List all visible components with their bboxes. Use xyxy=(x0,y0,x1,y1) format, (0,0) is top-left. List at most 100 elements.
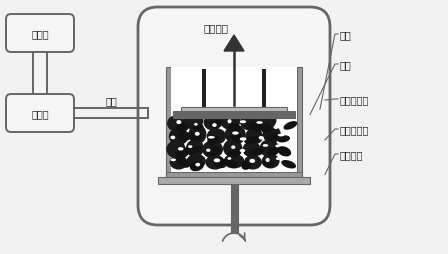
Ellipse shape xyxy=(220,111,241,130)
Ellipse shape xyxy=(203,115,222,131)
Ellipse shape xyxy=(176,123,189,132)
Ellipse shape xyxy=(214,158,227,168)
Ellipse shape xyxy=(186,154,206,169)
Ellipse shape xyxy=(169,155,188,170)
Ellipse shape xyxy=(225,125,246,144)
Ellipse shape xyxy=(171,136,175,140)
Ellipse shape xyxy=(244,155,262,170)
Text: 碳化硅容器: 碳化硅容器 xyxy=(340,95,369,105)
Ellipse shape xyxy=(232,132,239,135)
Ellipse shape xyxy=(169,128,188,146)
Text: 碳化硅颗粒: 碳化硅颗粒 xyxy=(340,124,369,134)
Text: 波导: 波导 xyxy=(105,96,117,106)
Ellipse shape xyxy=(228,157,231,160)
Ellipse shape xyxy=(188,147,201,154)
Ellipse shape xyxy=(189,125,207,144)
Ellipse shape xyxy=(229,123,240,132)
Ellipse shape xyxy=(258,136,263,140)
Bar xyxy=(166,172,302,177)
Text: 环形器: 环形器 xyxy=(31,108,49,119)
Ellipse shape xyxy=(207,147,220,156)
Ellipse shape xyxy=(240,121,246,124)
Ellipse shape xyxy=(208,136,215,139)
Ellipse shape xyxy=(206,149,211,152)
Ellipse shape xyxy=(260,124,272,133)
Bar xyxy=(33,53,47,95)
Ellipse shape xyxy=(205,155,225,170)
Ellipse shape xyxy=(284,122,297,130)
Text: 红外测温: 红外测温 xyxy=(203,23,228,33)
Ellipse shape xyxy=(256,122,263,124)
Ellipse shape xyxy=(209,120,223,129)
Ellipse shape xyxy=(259,140,279,157)
Ellipse shape xyxy=(212,124,217,128)
Ellipse shape xyxy=(186,140,204,157)
Ellipse shape xyxy=(171,159,176,162)
Ellipse shape xyxy=(166,141,186,158)
Ellipse shape xyxy=(214,159,220,163)
Ellipse shape xyxy=(195,163,200,167)
Ellipse shape xyxy=(190,132,202,141)
Ellipse shape xyxy=(177,159,190,168)
FancyBboxPatch shape xyxy=(138,8,330,225)
Ellipse shape xyxy=(228,120,232,124)
Ellipse shape xyxy=(277,136,290,143)
Ellipse shape xyxy=(273,126,279,130)
Ellipse shape xyxy=(227,150,241,158)
Ellipse shape xyxy=(202,141,223,158)
Ellipse shape xyxy=(178,148,184,151)
Ellipse shape xyxy=(177,121,181,125)
Ellipse shape xyxy=(262,154,280,169)
Ellipse shape xyxy=(207,129,226,145)
Ellipse shape xyxy=(240,138,246,141)
Ellipse shape xyxy=(195,132,200,136)
Bar xyxy=(181,108,287,112)
Ellipse shape xyxy=(277,147,291,157)
Polygon shape xyxy=(224,36,244,52)
Ellipse shape xyxy=(193,124,203,132)
Ellipse shape xyxy=(263,126,281,144)
Ellipse shape xyxy=(249,149,264,156)
Ellipse shape xyxy=(225,160,237,168)
Ellipse shape xyxy=(240,149,245,153)
Ellipse shape xyxy=(230,132,244,144)
Ellipse shape xyxy=(207,136,219,145)
Ellipse shape xyxy=(240,115,258,131)
Ellipse shape xyxy=(257,112,276,130)
Ellipse shape xyxy=(267,134,278,142)
Ellipse shape xyxy=(266,158,270,162)
FancyBboxPatch shape xyxy=(6,15,74,53)
Bar xyxy=(173,112,295,119)
Ellipse shape xyxy=(249,122,264,132)
Ellipse shape xyxy=(188,146,192,148)
Ellipse shape xyxy=(224,154,245,169)
Ellipse shape xyxy=(241,161,252,170)
Bar xyxy=(231,177,237,233)
Bar xyxy=(171,68,297,172)
Ellipse shape xyxy=(231,146,235,149)
Ellipse shape xyxy=(250,159,255,163)
Ellipse shape xyxy=(276,157,280,160)
Ellipse shape xyxy=(194,123,198,126)
Ellipse shape xyxy=(281,160,296,169)
Text: 硅片: 硅片 xyxy=(340,60,352,70)
Ellipse shape xyxy=(276,145,279,148)
Ellipse shape xyxy=(167,116,185,132)
Ellipse shape xyxy=(184,111,203,130)
Text: 微波源: 微波源 xyxy=(31,29,49,39)
Bar xyxy=(202,70,206,108)
Bar xyxy=(158,177,310,184)
Ellipse shape xyxy=(263,145,268,147)
Ellipse shape xyxy=(176,148,190,159)
FancyBboxPatch shape xyxy=(6,95,74,133)
Ellipse shape xyxy=(190,161,204,172)
Ellipse shape xyxy=(223,140,242,157)
Bar xyxy=(262,70,266,108)
Ellipse shape xyxy=(278,134,284,137)
Bar xyxy=(297,68,302,177)
Bar xyxy=(166,68,171,177)
Text: 样品: 样品 xyxy=(340,30,352,40)
Ellipse shape xyxy=(267,148,279,156)
Ellipse shape xyxy=(245,129,263,145)
Ellipse shape xyxy=(178,132,191,141)
